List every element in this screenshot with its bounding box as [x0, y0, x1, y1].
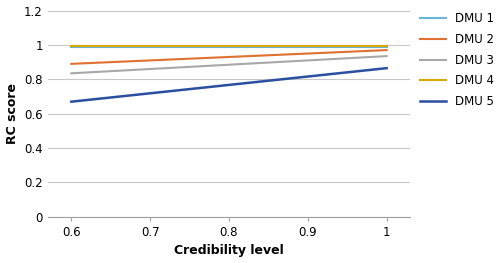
X-axis label: Credibility level: Credibility level	[174, 244, 284, 257]
Legend: DMU 1, DMU 2, DMU 3, DMU 4, DMU 5: DMU 1, DMU 2, DMU 3, DMU 4, DMU 5	[420, 12, 494, 108]
Y-axis label: RC score: RC score	[6, 83, 18, 144]
